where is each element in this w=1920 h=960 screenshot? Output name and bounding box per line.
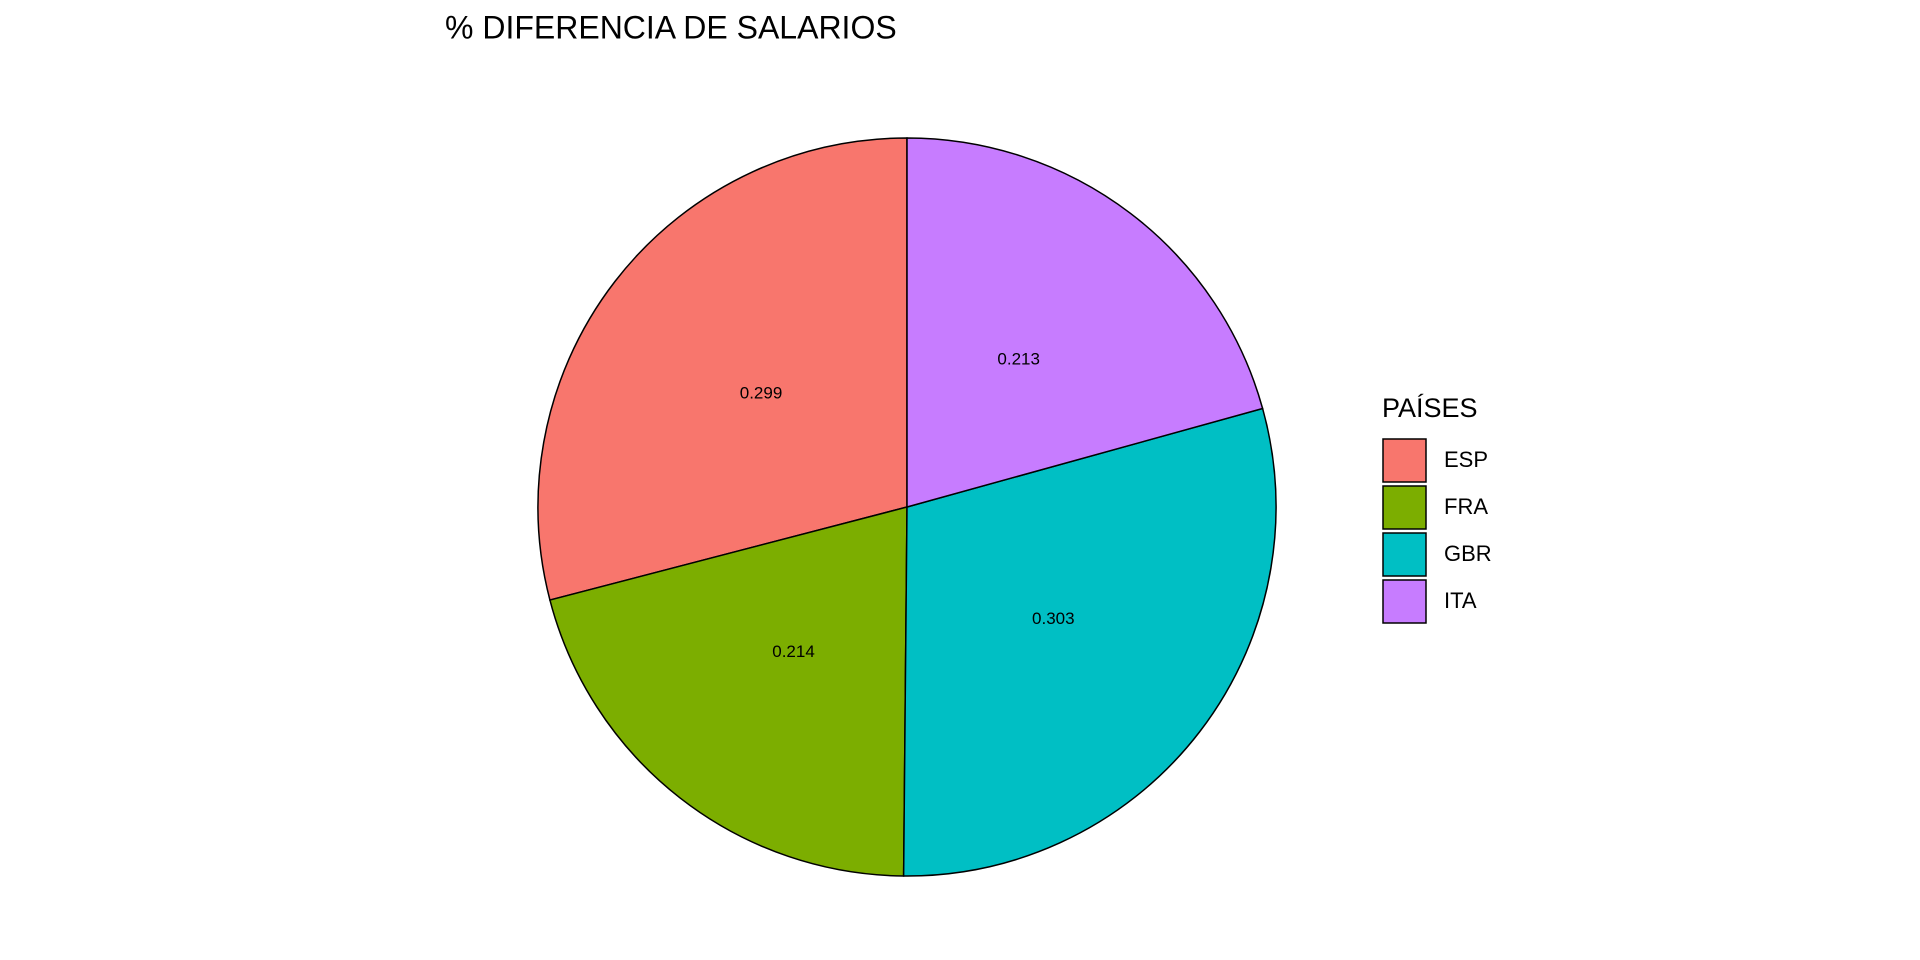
pie-slice — [549, 506, 908, 877]
legend-label: ITA — [1444, 588, 1477, 613]
legend-label: FRA — [1444, 494, 1488, 519]
value-label: 0.213 — [997, 350, 1040, 369]
legend-label: ESP — [1444, 447, 1488, 472]
legend-key — [1382, 532, 1427, 577]
legend-key — [1382, 579, 1427, 624]
legend-label: GBR — [1444, 541, 1492, 566]
value-label: 0.303 — [1032, 609, 1075, 628]
value-label: 0.299 — [740, 384, 783, 403]
pie-slice — [906, 137, 1264, 508]
legend-key — [1382, 438, 1427, 483]
value-label: 0.214 — [772, 642, 815, 661]
pie-slice — [902, 407, 1277, 877]
legend-title: PAÍSES — [1382, 393, 1478, 423]
legend-key — [1382, 485, 1427, 530]
chart-title: % DIFERENCIA DE SALARIOS — [445, 9, 897, 45]
pie-slice — [537, 137, 908, 601]
